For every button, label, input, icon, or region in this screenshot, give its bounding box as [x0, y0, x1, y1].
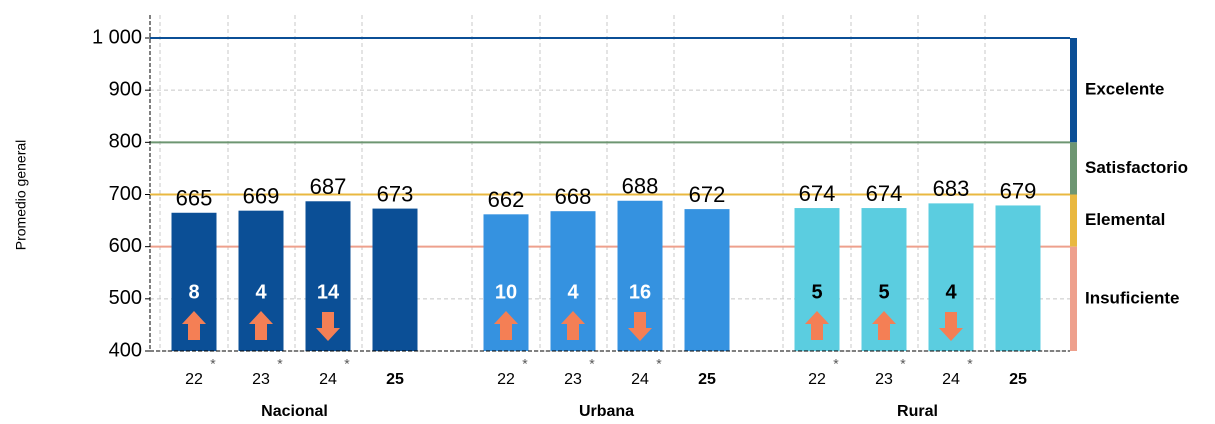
level-label: Excelente: [1085, 80, 1164, 99]
significance-note: *: [277, 356, 283, 372]
significance-note: *: [656, 356, 662, 372]
y-tick-label: 1 000: [92, 26, 142, 48]
significance-note: *: [900, 356, 906, 372]
difference-label: 14: [317, 281, 340, 303]
group-label: Nacional: [261, 403, 328, 420]
significance-note: *: [344, 356, 350, 372]
level-band: [1070, 246, 1077, 351]
x-tick-label: 24: [942, 371, 960, 388]
difference-label: 5: [811, 281, 822, 303]
level-band: [1070, 38, 1077, 143]
bar: [995, 205, 1041, 351]
level-label: Elemental: [1085, 210, 1165, 229]
x-tick-label: 25: [386, 371, 404, 388]
x-tick-label: 22: [185, 371, 203, 388]
x-tick-label: 24: [631, 371, 649, 388]
value-label: 669: [243, 183, 280, 208]
trend-arrow: [872, 311, 896, 340]
x-tick-label: 24: [319, 371, 337, 388]
trend-arrow: [249, 311, 273, 340]
trend-arrow: [939, 312, 963, 341]
x-tick-label: 25: [1009, 371, 1027, 388]
value-label: 688: [622, 174, 659, 199]
value-label: 673: [377, 181, 414, 206]
value-label: 665: [176, 186, 213, 211]
trend-arrow: [494, 311, 518, 340]
trend-arrow: [561, 311, 585, 340]
difference-label: 4: [255, 281, 267, 303]
x-tick-label: 22: [808, 371, 826, 388]
difference-label: 5: [878, 281, 889, 303]
x-tick-label: 22: [497, 371, 515, 388]
value-label: 674: [799, 181, 836, 206]
y-tick-label: 600: [109, 235, 142, 257]
x-tick-label: 23: [252, 371, 270, 388]
trend-arrow: [805, 311, 829, 340]
significance-note: *: [522, 356, 528, 372]
value-label: 668: [555, 184, 592, 209]
value-label: 683: [933, 176, 970, 201]
bar: [372, 208, 418, 351]
significance-note: *: [589, 356, 595, 372]
significance-note: *: [967, 356, 973, 372]
y-tick-label: 400: [109, 339, 142, 361]
significance-note: *: [833, 356, 839, 372]
value-label: 674: [866, 181, 903, 206]
group-label: Rural: [897, 403, 938, 420]
y-axis-label: Promedio general: [13, 140, 29, 251]
y-tick-label: 500: [109, 287, 142, 309]
value-label: 672: [689, 182, 726, 207]
level-band: [1070, 194, 1077, 247]
trend-arrow: [182, 311, 206, 340]
difference-label: 16: [629, 281, 651, 303]
level-band: [1070, 142, 1077, 195]
bar: [684, 209, 730, 351]
trend-arrow: [628, 312, 652, 341]
trend-arrow: [316, 312, 340, 341]
x-tick-label: 25: [698, 371, 716, 388]
y-tick-label: 800: [109, 131, 142, 153]
difference-label: 10: [495, 281, 517, 303]
significance-note: *: [210, 356, 216, 372]
x-tick-label: 23: [564, 371, 582, 388]
y-tick-label: 700: [109, 183, 142, 205]
difference-label: 8: [188, 281, 199, 303]
difference-label: 4: [567, 281, 579, 303]
difference-label: 4: [945, 281, 957, 303]
x-tick-label: 23: [875, 371, 893, 388]
y-tick-label: 900: [109, 78, 142, 100]
value-label: 687: [310, 174, 347, 199]
value-label: 662: [488, 187, 525, 212]
level-label: Satisfactorio: [1085, 158, 1188, 177]
value-label: 679: [1000, 178, 1037, 203]
group-label: Urbana: [579, 403, 634, 420]
level-label: Insuficiente: [1085, 288, 1179, 307]
